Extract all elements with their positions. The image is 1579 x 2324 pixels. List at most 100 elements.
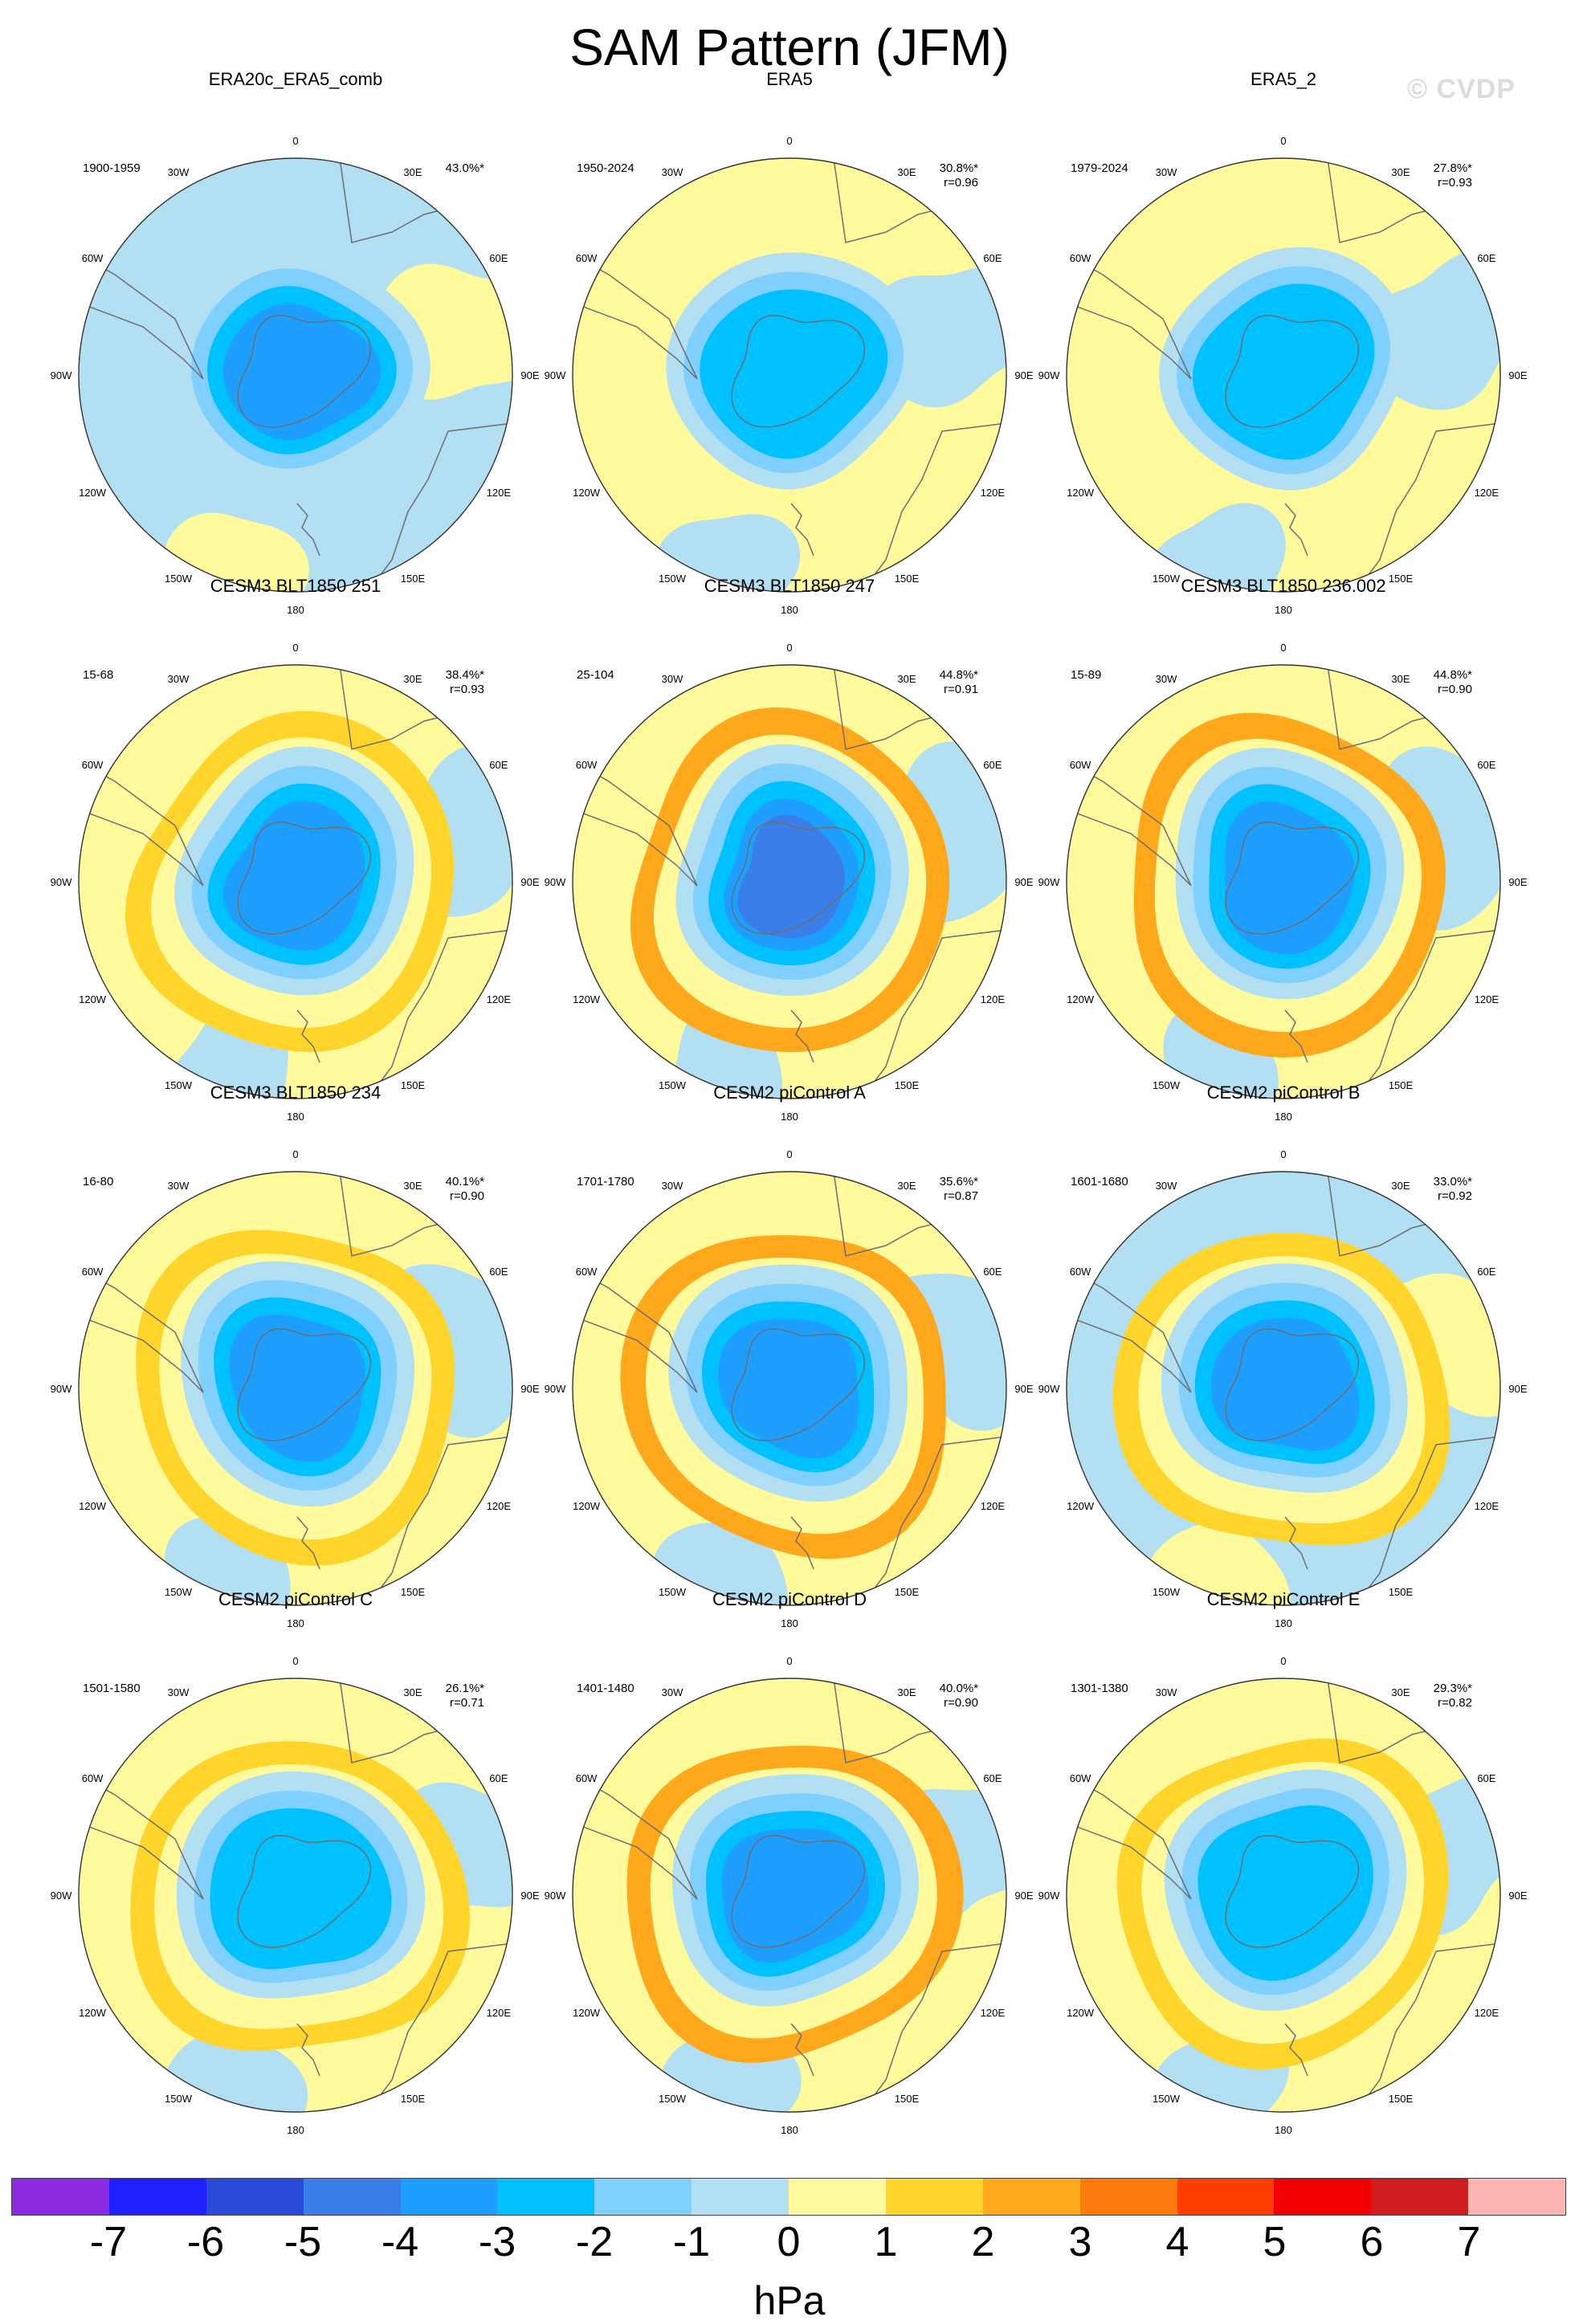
- longitude-label: 180: [1275, 1617, 1292, 1629]
- new-zealand-coast: [1284, 503, 1308, 557]
- south-america-coast: [573, 254, 698, 380]
- correlation-label: r=0.87: [944, 1189, 978, 1203]
- map-panel: 0 30E 60E 90E 120E 150E 180 150W 120W 90W 60W 30W CE…: [1038, 1589, 1528, 2136]
- australia-coast: [861, 1436, 1006, 1605]
- south-america-coast: [79, 760, 204, 887]
- south-america-coast: [1067, 1267, 1192, 1393]
- outer-patch: [657, 2035, 802, 2112]
- longitude-label: 0: [1280, 1148, 1286, 1160]
- colorbar-tick: 2: [971, 2219, 995, 2265]
- panel-title: CESM3 BLT1850 247: [704, 576, 875, 596]
- south-america-coast: [1067, 1774, 1192, 1900]
- longitude-label: 120W: [1067, 1500, 1095, 1512]
- longitude-label: 30E: [403, 1686, 422, 1698]
- longitude-label: 30E: [403, 166, 422, 178]
- map-border: [572, 157, 1007, 593]
- longitude-label: 150W: [1153, 573, 1181, 585]
- period-label: 1900-1959: [83, 161, 141, 175]
- panel-title: CESM2 piControl A: [713, 1082, 866, 1103]
- australia-coast: [367, 929, 512, 1099]
- africa-coast: [1327, 158, 1461, 243]
- longitude-label: 30E: [403, 673, 422, 685]
- negative-contour: [229, 1314, 365, 1462]
- africa-coast: [1327, 1172, 1461, 1257]
- colorbar-box: [885, 2179, 983, 2215]
- africa-coast: [339, 158, 473, 243]
- africa-coast: [833, 1678, 967, 1763]
- longitude-label: 90W: [51, 369, 72, 381]
- map-border: [78, 664, 513, 1099]
- longitude-label: 0: [292, 1148, 298, 1160]
- africa-coast: [339, 1678, 473, 1763]
- longitude-label: 150W: [1153, 2093, 1181, 2105]
- map-panel: 0 30E 60E 90E 120E 150E 180 150W 120W 90W 60W 30W CE…: [1038, 1082, 1528, 1629]
- map-panel: 0 30E 60E 90E 120E 150E 180 150W 120W 90W 60W 30W ER…: [1038, 69, 1528, 616]
- longitude-label: 30E: [1391, 673, 1410, 685]
- period-label: 1979-2024: [1071, 161, 1128, 175]
- outer-patch: [159, 2031, 308, 2112]
- longitude-label: 30E: [1391, 1686, 1410, 1698]
- new-zealand-coast: [296, 503, 320, 557]
- colorbar-box: [108, 2179, 206, 2215]
- longitude-label: 60W: [1070, 252, 1091, 264]
- longitude-label: 30E: [897, 673, 916, 685]
- antarctica-outline: [731, 1327, 866, 1441]
- colorbar-tick: -4: [381, 2219, 419, 2265]
- colorbar-tick: 4: [1165, 2219, 1189, 2265]
- negative-contour: [223, 801, 365, 951]
- longitude-label: 120W: [573, 2007, 601, 2019]
- longitude-label: 90W: [545, 369, 566, 381]
- longitude-label: 30W: [662, 673, 683, 685]
- variance-label: 26.1%*: [446, 1682, 485, 1695]
- period-label: 1701-1780: [577, 1175, 634, 1189]
- south-america-coast: [573, 760, 698, 887]
- map-border: [572, 1678, 1007, 2113]
- longitude-label: 30W: [168, 673, 190, 685]
- map-panel: 0 30E 60E 90E 120E 150E 180 150W 120W 90W 60W 30W CE…: [545, 576, 1034, 1123]
- longitude-label: 120W: [1067, 993, 1095, 1005]
- longitude-label: 90E: [520, 1383, 539, 1395]
- longitude-label: 120E: [1475, 2007, 1499, 2019]
- longitude-label: 150W: [659, 1586, 687, 1598]
- longitude-label: 0: [786, 135, 792, 147]
- australia-coast: [861, 1943, 1006, 2112]
- longitude-label: 120W: [79, 487, 107, 499]
- longitude-label: 180: [781, 1111, 798, 1123]
- period-label: 16-80: [83, 1175, 113, 1189]
- colorbar-box: [1468, 2179, 1565, 2215]
- outer-patch: [161, 512, 309, 592]
- australia-coast: [861, 422, 1006, 592]
- longitude-label: 90W: [545, 1383, 566, 1395]
- longitude-label: 150E: [401, 1079, 426, 1091]
- south-america-coast: [79, 1267, 204, 1393]
- longitude-label: 150E: [401, 2093, 426, 2105]
- new-zealand-coast: [790, 1009, 814, 1063]
- negative-contour: [700, 289, 888, 459]
- panel-title: ERA5_2: [1251, 69, 1316, 89]
- colorbar-tick: -2: [575, 2219, 614, 2265]
- new-zealand-coast: [1284, 1516, 1308, 1570]
- longitude-label: 30E: [403, 1180, 422, 1192]
- panel-title: CESM2 piControl C: [218, 1589, 373, 1609]
- colorbar-box: [206, 2179, 304, 2215]
- correlation-label: r=0.71: [450, 1696, 484, 1710]
- colorbar-box: [400, 2179, 498, 2215]
- map-border: [572, 1171, 1007, 1606]
- longitude-label: 120W: [79, 1500, 107, 1512]
- longitude-label: 90E: [520, 1890, 539, 1902]
- longitude-label: 90E: [1014, 1383, 1033, 1395]
- longitude-label: 150E: [401, 573, 426, 585]
- longitude-label: 0: [292, 135, 298, 147]
- longitude-label: 180: [287, 2124, 304, 2136]
- longitude-label: 60E: [1477, 759, 1495, 771]
- antarctica-outline: [1225, 1834, 1360, 1948]
- period-label: 1301-1380: [1071, 1682, 1128, 1695]
- longitude-label: 60W: [82, 1266, 104, 1278]
- longitude-label: 120E: [487, 1500, 512, 1512]
- antarctica-outline: [237, 1327, 372, 1441]
- longitude-label: 90E: [1014, 876, 1033, 888]
- longitude-label: 90W: [51, 1383, 72, 1395]
- new-zealand-coast: [296, 2023, 320, 2077]
- longitude-label: 90E: [1014, 369, 1033, 381]
- map-panel: 0 30E 60E 90E 120E 150E 180 150W 120W 90W 60W 30W CE…: [1038, 576, 1528, 1123]
